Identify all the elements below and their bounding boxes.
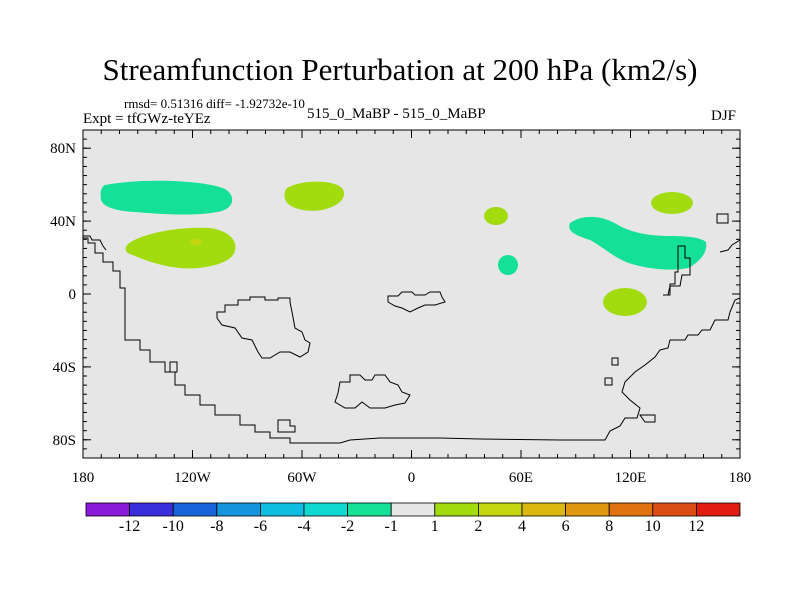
colorbar-label: 6 <box>562 518 570 535</box>
colorbar-swatch <box>608 502 654 517</box>
x-tick-label: 180 <box>72 470 95 486</box>
colorbar: -12 -10 -8 -6 -4 -2 -1 1 2 4 6 8 10 12 <box>85 502 741 535</box>
x-tick-label: 120W <box>174 470 212 486</box>
coast-island-d <box>611 357 619 366</box>
x-tick-label: 60E <box>509 470 533 486</box>
stats-label: rmsd= 0.51316 diff= -1.92732e-10 <box>124 96 305 111</box>
x-tick-label: 0 <box>408 470 416 486</box>
colorbar-label: -2 <box>341 518 354 535</box>
colorbar-label: 12 <box>688 518 704 535</box>
colorbar-label: -4 <box>297 518 310 535</box>
colorbar-label: 4 <box>518 518 526 535</box>
axis-ticks <box>82 129 741 459</box>
colorbar-label: -1 <box>385 518 398 535</box>
colorbar-label: -10 <box>163 518 184 535</box>
colorbar-swatch <box>172 502 218 517</box>
chart-title: Streamfunction Perturbation at 200 hPa (… <box>102 52 698 87</box>
field-asia-negative <box>569 216 707 270</box>
x-tick-label: 180 <box>729 470 752 486</box>
field-west-pacific-positive <box>651 192 693 214</box>
coastlines <box>83 213 740 444</box>
colorbar-label: 2 <box>474 518 482 535</box>
colorbar-swatch <box>565 502 610 517</box>
field-east-africa-negative <box>498 255 518 275</box>
anomaly-field-layer <box>100 180 707 316</box>
colorbar-swatch <box>477 502 523 517</box>
colorbar-label: -12 <box>119 518 140 535</box>
axis-labels: 180 120W 60W 0 60E 120E 180 80N 40N 0 40S 80S <box>50 141 751 486</box>
colorbar-swatch <box>347 502 392 517</box>
y-tick-label: 0 <box>69 287 77 303</box>
field-north-pacific-negative <box>100 180 233 215</box>
field-maritime-positive <box>603 288 647 316</box>
coast-japan-box <box>716 213 729 224</box>
coast-island-b <box>277 419 296 433</box>
x-tick-label: 120E <box>615 470 647 486</box>
cases-label: 515_0_MaBP - 515_0_MaBP <box>307 106 486 122</box>
colorbar-swatch <box>85 502 130 517</box>
season-label: DJF <box>711 108 737 124</box>
coast-island-c <box>604 377 613 386</box>
colorbar-label: 1 <box>431 518 439 535</box>
coast-antarctic-penin <box>334 374 411 409</box>
y-tick-label: 80S <box>53 433 76 449</box>
colorbar-label: 8 <box>605 518 613 535</box>
coast-africa <box>387 291 446 313</box>
coast-north-asia <box>719 239 740 253</box>
y-tick-label: 40N <box>50 214 76 230</box>
coast-east-asia <box>663 245 691 296</box>
colorbar-label: 10 <box>645 518 661 535</box>
colorbar-label: -8 <box>210 518 223 535</box>
field-pacific-positive <box>125 227 236 269</box>
colorbar-swatch <box>129 502 174 517</box>
colorbar-swatch <box>652 502 697 517</box>
coast-america-north <box>83 235 107 251</box>
colorbar-swatch <box>434 502 479 517</box>
experiment-label: Expt = tfGWz-teYEz <box>83 111 211 127</box>
field-pacific-positive-core <box>190 239 202 245</box>
field-arabian-positive <box>484 207 508 225</box>
y-tick-label: 40S <box>53 360 76 376</box>
colorbar-swatch <box>216 502 261 517</box>
colorbar-label: -6 <box>254 518 267 535</box>
y-tick-label: 80N <box>50 141 76 157</box>
coast-americas <box>83 237 740 444</box>
colorbar-swatch <box>696 502 741 517</box>
colorbar-swatch <box>259 502 305 517</box>
coast-south-america <box>216 296 311 359</box>
colorbar-swatch <box>390 502 436 517</box>
colorbar-swatch <box>521 502 566 517</box>
coast-island-a <box>169 361 178 373</box>
coast-island-e <box>639 414 656 423</box>
field-north-atlantic-positive <box>284 181 345 211</box>
x-tick-label: 60W <box>287 470 317 486</box>
colorbar-swatch <box>303 502 348 517</box>
